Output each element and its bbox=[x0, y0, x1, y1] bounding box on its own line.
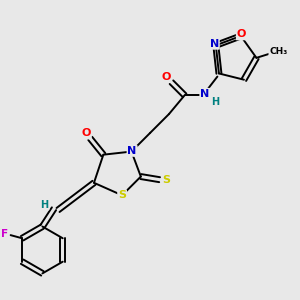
Text: O: O bbox=[162, 72, 171, 82]
Text: S: S bbox=[163, 175, 170, 185]
Text: N: N bbox=[210, 39, 219, 49]
Text: O: O bbox=[237, 29, 246, 39]
Text: H: H bbox=[40, 200, 49, 210]
Text: H: H bbox=[211, 97, 219, 106]
Text: O: O bbox=[82, 128, 91, 138]
Text: CH₃: CH₃ bbox=[269, 47, 287, 56]
Text: N: N bbox=[128, 146, 137, 156]
Text: S: S bbox=[118, 190, 126, 200]
Text: N: N bbox=[200, 89, 209, 99]
Text: F: F bbox=[2, 229, 8, 238]
